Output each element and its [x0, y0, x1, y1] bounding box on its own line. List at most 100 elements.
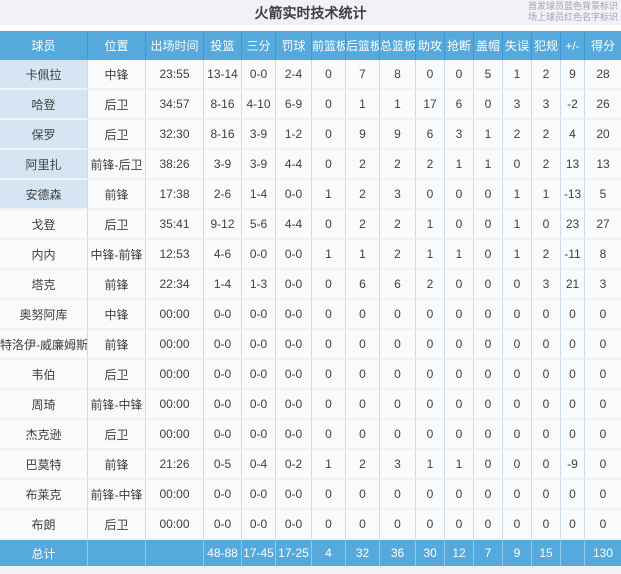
- stat-cell: 0: [346, 300, 380, 330]
- stat-cell: 1: [346, 240, 380, 270]
- stat-cell: 2: [416, 150, 445, 180]
- player-row: 奥努阿库 中锋 00:00 0-0 0-0 0-0 0 0 0 0 0 0 0 0 0 0: [0, 300, 621, 330]
- stat-cell: 0: [416, 390, 445, 420]
- stat-cell: 22:34: [146, 270, 204, 300]
- stat-cell: 1: [503, 180, 532, 210]
- stat-cell: 27: [585, 210, 621, 240]
- column-header-8: 总篮板: [380, 31, 416, 60]
- stat-cell: 0: [445, 390, 474, 420]
- stat-cell: 0: [503, 270, 532, 300]
- column-header-2: 出场时间: [146, 31, 204, 60]
- position-cell: 前锋: [88, 330, 146, 360]
- player-row: 哈登 后卫 34:57 8-16 4-10 6-9 0 1 1 17 6 0 3 3 -2 26: [0, 90, 621, 120]
- stat-cell: 0: [445, 420, 474, 450]
- stat-cell: 0: [312, 270, 346, 300]
- player-name-cell: 周琦: [0, 390, 88, 420]
- position-cell: 前锋: [88, 180, 146, 210]
- stat-cell: 0: [416, 180, 445, 210]
- stat-cell: 0: [346, 360, 380, 390]
- stat-cell: 0: [561, 300, 585, 330]
- stat-cell: 0: [445, 510, 474, 540]
- stat-cell: 0: [503, 510, 532, 540]
- stat-cell: 0: [503, 300, 532, 330]
- player-name-cell: 布朗: [0, 510, 88, 540]
- stat-cell: 0: [312, 390, 346, 420]
- stat-cell: 2: [503, 120, 532, 150]
- stat-cell: 0: [532, 390, 561, 420]
- stat-cell: 0: [346, 390, 380, 420]
- stat-cell: 0-0: [276, 270, 312, 300]
- totals-stat-cell: 15: [532, 540, 561, 566]
- stat-cell: 0: [532, 330, 561, 360]
- stat-cell: 0-0: [242, 300, 276, 330]
- column-header-4: 三分: [242, 31, 276, 60]
- stat-cell: 6: [416, 120, 445, 150]
- player-name-cell: 塔克: [0, 270, 88, 300]
- player-row: 卡佩拉 中锋 23:55 13-14 0-0 2-4 0 7 8 0 0 5 1 2 9 28: [0, 60, 621, 90]
- footer-strip: [0, 566, 621, 574]
- stat-cell: 13-14: [204, 60, 242, 90]
- stat-cell: 1-4: [204, 270, 242, 300]
- stat-cell: 2-6: [204, 180, 242, 210]
- stat-cell: 6: [380, 270, 416, 300]
- stat-cell: 3-9: [242, 120, 276, 150]
- stat-cell: 2: [380, 240, 416, 270]
- stat-cell: 3-9: [204, 150, 242, 180]
- stat-cell: 0-0: [242, 480, 276, 510]
- stat-cell: 3-9: [242, 150, 276, 180]
- stat-cell: 0: [503, 330, 532, 360]
- stat-cell: 0: [346, 420, 380, 450]
- position-cell: 后卫: [88, 210, 146, 240]
- legend-oncourt-note: 场上球员红色名字标识: [527, 12, 618, 22]
- stat-cell: 38:26: [146, 150, 204, 180]
- stat-cell: 8: [380, 60, 416, 90]
- stat-cell: 0-0: [204, 480, 242, 510]
- stat-cell: 9: [380, 120, 416, 150]
- stat-cell: 2: [380, 210, 416, 240]
- stat-cell: 0: [346, 510, 380, 540]
- stat-cell: 4-6: [204, 240, 242, 270]
- stat-cell: 0-0: [276, 330, 312, 360]
- stat-cell: 0-0: [242, 420, 276, 450]
- title-table-gap: [0, 25, 621, 31]
- stat-cell: 2: [532, 240, 561, 270]
- stat-cell: 0: [532, 360, 561, 390]
- stat-cell: 1: [312, 240, 346, 270]
- stat-cell: 0: [561, 510, 585, 540]
- stat-cell: 1: [312, 450, 346, 480]
- stat-cell: 0: [416, 420, 445, 450]
- totals-stat-cell: 12: [445, 540, 474, 566]
- stat-cell: 0: [503, 480, 532, 510]
- column-header-0: 球员: [0, 31, 88, 60]
- stat-cell: 0-0: [242, 330, 276, 360]
- legend: 首发球员蓝色背景标识 场上球员红色名字标识: [528, 1, 618, 23]
- stat-cell: 0-2: [276, 450, 312, 480]
- column-header-10: 抢断: [445, 31, 474, 60]
- player-row: 阿里扎 前锋-后卫 38:26 3-9 3-9 4-4 0 2 2 2 1 1 0 2 13 13: [0, 150, 621, 180]
- stat-cell: 0: [312, 300, 346, 330]
- column-header-1: 位置: [88, 31, 146, 60]
- totals-stat-cell: [146, 540, 204, 566]
- stat-cell: 00:00: [146, 420, 204, 450]
- stat-cell: 0: [585, 360, 621, 390]
- stat-cell: 3: [445, 120, 474, 150]
- stat-cell: 0: [585, 390, 621, 420]
- stat-cell: 1: [312, 180, 346, 210]
- stat-cell: 1: [346, 90, 380, 120]
- stat-cell: 0: [474, 450, 503, 480]
- stat-cell: 0: [416, 480, 445, 510]
- stat-cell: 13: [585, 150, 621, 180]
- totals-stat-cell: 7: [474, 540, 503, 566]
- stat-cell: 0: [312, 60, 346, 90]
- stat-cell: 12:53: [146, 240, 204, 270]
- stat-cell: 1: [474, 150, 503, 180]
- stat-cell: 0: [474, 210, 503, 240]
- position-cell: 后卫: [88, 420, 146, 450]
- stat-cell: 0: [416, 510, 445, 540]
- stat-cell: 0: [380, 510, 416, 540]
- stat-cell: 2: [346, 180, 380, 210]
- stat-cell: 0: [474, 300, 503, 330]
- player-name-cell: 阿里扎: [0, 150, 88, 180]
- player-name-cell: 卡佩拉: [0, 60, 88, 90]
- stat-cell: 0: [532, 480, 561, 510]
